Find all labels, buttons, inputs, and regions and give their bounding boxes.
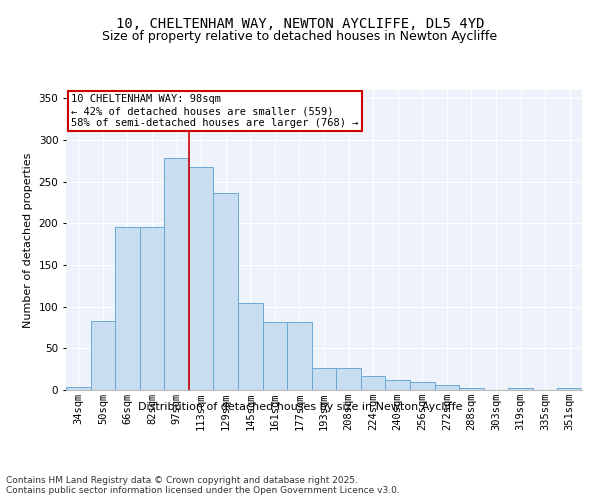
- Bar: [557, 388, 582, 390]
- Bar: [287, 322, 312, 390]
- Bar: [66, 386, 91, 390]
- Text: Size of property relative to detached houses in Newton Aycliffe: Size of property relative to detached ho…: [103, 30, 497, 43]
- Bar: [115, 226, 140, 390]
- Bar: [91, 321, 115, 390]
- Text: Contains HM Land Registry data © Crown copyright and database right 2025.
Contai: Contains HM Land Registry data © Crown c…: [6, 476, 400, 495]
- Bar: [336, 368, 361, 390]
- Bar: [459, 388, 484, 390]
- Bar: [410, 382, 434, 390]
- Bar: [434, 385, 459, 390]
- Text: 10, CHELTENHAM WAY, NEWTON AYCLIFFE, DL5 4YD: 10, CHELTENHAM WAY, NEWTON AYCLIFFE, DL5…: [116, 18, 484, 32]
- Bar: [140, 226, 164, 390]
- Bar: [385, 380, 410, 390]
- Bar: [312, 368, 336, 390]
- Bar: [238, 302, 263, 390]
- Y-axis label: Number of detached properties: Number of detached properties: [23, 152, 33, 328]
- Text: 10 CHELTENHAM WAY: 98sqm
← 42% of detached houses are smaller (559)
58% of semi-: 10 CHELTENHAM WAY: 98sqm ← 42% of detach…: [71, 94, 359, 128]
- Bar: [189, 166, 214, 390]
- Bar: [214, 194, 238, 390]
- Bar: [164, 158, 189, 390]
- Bar: [361, 376, 385, 390]
- Bar: [508, 388, 533, 390]
- Text: Distribution of detached houses by size in Newton Aycliffe: Distribution of detached houses by size …: [138, 402, 462, 412]
- Bar: [263, 322, 287, 390]
